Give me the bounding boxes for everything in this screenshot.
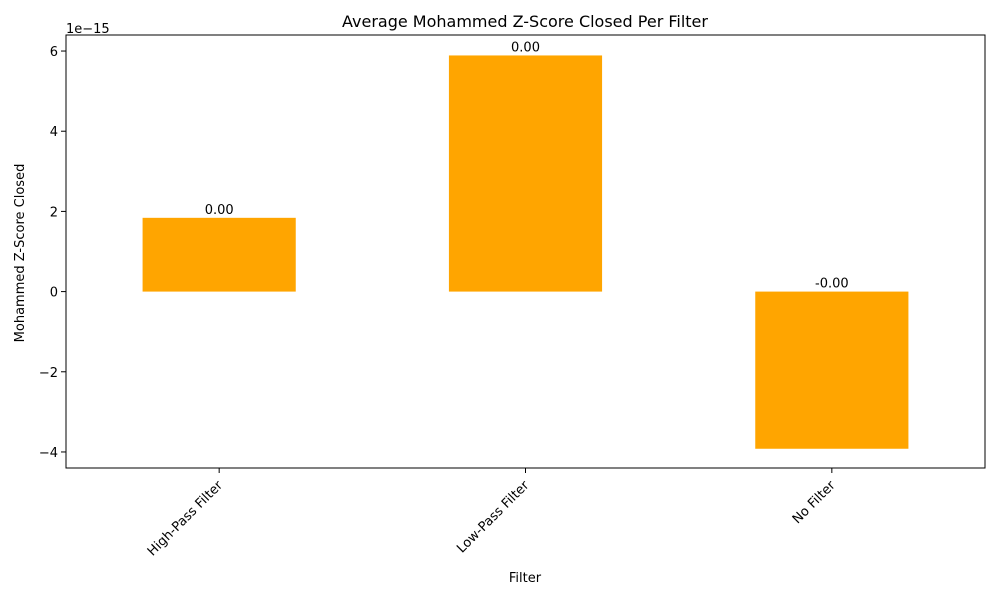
y-tick-label: 6 bbox=[50, 45, 58, 60]
bar bbox=[142, 217, 296, 292]
data-label: 0.00 bbox=[511, 40, 540, 55]
y-axis-offset-label: 1e−15 bbox=[66, 22, 110, 37]
x-axis-label: Filter bbox=[509, 571, 542, 586]
y-tick-label: 2 bbox=[50, 205, 58, 220]
y-tick-label: 0 bbox=[50, 286, 58, 301]
chart-title: Average Mohammed Z-Score Closed Per Filt… bbox=[342, 12, 708, 31]
y-tick-label: 4 bbox=[50, 125, 58, 140]
y-axis-label: Mohammed Z-Score Closed bbox=[13, 164, 28, 343]
y-tick-label: −2 bbox=[39, 366, 58, 381]
bar bbox=[755, 291, 909, 449]
data-label: 0.00 bbox=[205, 203, 234, 218]
data-label: -0.00 bbox=[815, 277, 849, 292]
y-tick-label: −4 bbox=[39, 446, 58, 461]
bar bbox=[448, 55, 603, 292]
